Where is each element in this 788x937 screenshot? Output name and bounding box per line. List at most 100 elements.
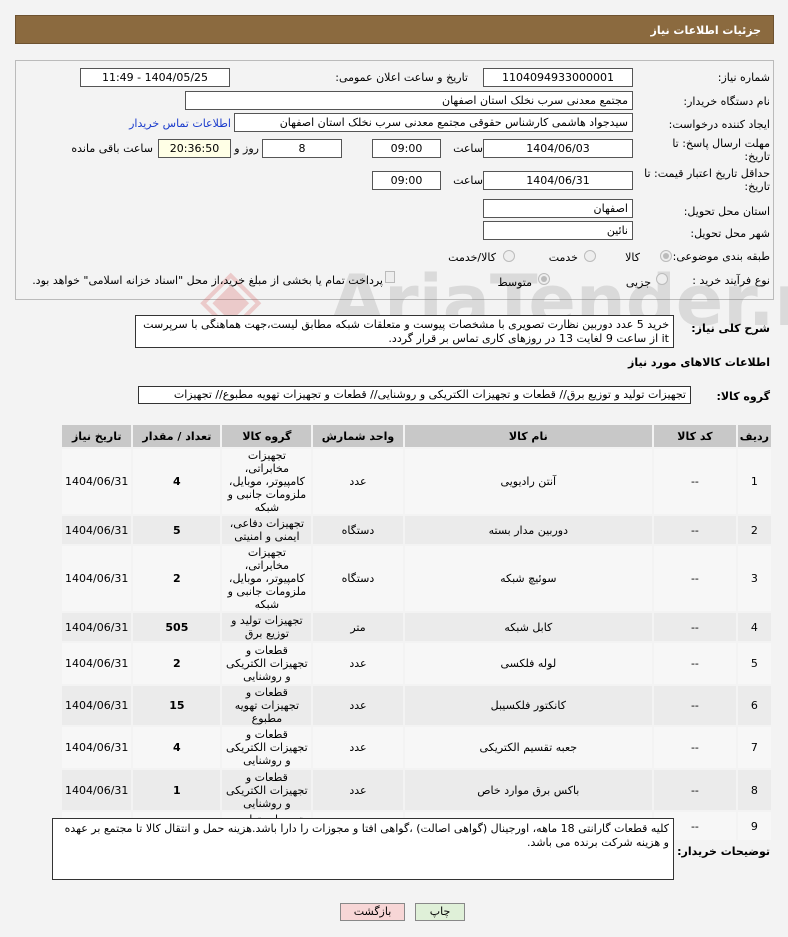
announce-label: تاریخ و ساعت اعلان عمومی:: [335, 71, 468, 84]
province-label: استان محل تحویل:: [683, 205, 770, 218]
print-button[interactable]: چاپ: [415, 903, 465, 921]
need-number-label: شماره نیاز:: [717, 71, 770, 84]
quantity-cell: 4: [133, 727, 221, 768]
page-header: جزئیات اطلاعات نیاز: [15, 15, 774, 44]
item-code-cell: --: [654, 546, 736, 611]
back-button[interactable]: بازگشت: [340, 903, 405, 921]
table-row: 7 -- جعبه تقسیم الکتریکی عدد قطعات و تجهیزات…: [62, 727, 771, 768]
item-code-cell: --: [654, 727, 736, 768]
goods-section-title: اطلاعات کالاهای مورد نیاز: [628, 356, 770, 369]
item-name-cell: لوله فلکسی: [404, 643, 653, 684]
row-number-cell: 5: [737, 643, 771, 684]
category-radio-both[interactable]: [503, 250, 515, 262]
category-goods-label: کالا: [625, 251, 640, 264]
table-row: 4 -- کابل شبکه متر تجهیزات تولید و توزیع برق…: [62, 613, 771, 641]
need-date-cell: 1404/06/31: [62, 643, 132, 684]
goods-group-label: گروه کالا:: [716, 390, 770, 403]
deadline-date-field: 1404/06/03: [483, 139, 633, 158]
quantity-cell: 2: [133, 546, 221, 611]
need-date-cell: 1404/06/31: [62, 516, 132, 544]
creator-field: سیدجواد هاشمی کارشناس حقوقی مجتمع معدنی …: [234, 113, 633, 132]
goods-table: ردیف کد کالا نام کالا واحد شمارش گروه کالا تع…: [60, 423, 773, 842]
unit-cell: عدد: [313, 727, 403, 768]
table-row: 6 -- کانکتور فلکسیبل عدد قطعات و تجهیزات تهو…: [62, 686, 771, 725]
category-label: طبقه بندی موضوعی:: [672, 250, 770, 263]
summary-textarea[interactable]: خرید 5 عدد دوربین نظارت تصویری با مشخصات…: [135, 315, 674, 348]
summary-label: شرح کلی نیاز:: [691, 322, 770, 335]
need-date-cell: 1404/06/31: [62, 613, 132, 641]
unit-cell: عدد: [313, 449, 403, 514]
goods-group-field: تجهیزات تولید و توزیع برق// قطعات و تجهی…: [138, 386, 691, 404]
row-number-cell: 9: [737, 812, 771, 840]
category-radio-service[interactable]: [584, 250, 596, 262]
payment-checkbox[interactable]: [385, 271, 395, 283]
table-row: 2 -- دوربین مدار بسته دستگاه تجهیزات دفاعی، …: [62, 516, 771, 544]
table-header-row: ردیف کد کالا نام کالا واحد شمارش گروه کالا تع…: [62, 425, 771, 447]
days-label: روز و: [234, 142, 259, 155]
buyer-field: مجتمع معدنی سرب نخلک استان اصفهان: [185, 91, 633, 110]
table-row: 5 -- لوله فلکسی عدد قطعات و تجهیزات الکتریکی…: [62, 643, 771, 684]
deadline-time-field: 09:00: [372, 139, 441, 158]
remaining-label: ساعت باقی مانده: [71, 142, 153, 155]
column-header: نام کالا: [404, 425, 653, 447]
city-label: شهر محل تحویل:: [690, 227, 770, 240]
table-row: 1 -- آنتن رادیویی عدد تجهیزات مخابراتی، کامپ…: [62, 449, 771, 514]
days-field: 8: [262, 139, 342, 158]
process-medium-label: متوسط: [497, 276, 532, 289]
buyer-notes-textarea[interactable]: کلیه قطعات گارانتی 18 ماهه، اورجینال (گو…: [52, 818, 674, 880]
column-header: تعداد / مقدار: [133, 425, 221, 447]
item-name-cell: کانکتور فلکسیبل: [404, 686, 653, 725]
quantity-cell: 4: [133, 449, 221, 514]
table-row: 3 -- سوئیچ شبکه دستگاه تجهیزات مخابراتی، کام…: [62, 546, 771, 611]
unit-cell: عدد: [313, 643, 403, 684]
need-date-cell: 1404/06/31: [62, 770, 132, 810]
item-group-cell: قطعات و تجهیزات الکتریکی و روشنایی: [222, 727, 312, 768]
validity-date-field: 1404/06/31: [483, 171, 633, 190]
item-name-cell: کابل شبکه: [404, 613, 653, 641]
column-header: گروه کالا: [222, 425, 312, 447]
item-name-cell: دوربین مدار بسته: [404, 516, 653, 544]
need-date-cell: 1404/06/31: [62, 727, 132, 768]
unit-cell: دستگاه: [313, 516, 403, 544]
item-code-cell: --: [654, 613, 736, 641]
validity-time-label: ساعت: [453, 174, 483, 187]
need-date-cell: 1404/06/31: [62, 546, 132, 611]
row-number-cell: 6: [737, 686, 771, 725]
column-header: واحد شمارش: [313, 425, 403, 447]
category-radio-goods[interactable]: [660, 250, 672, 262]
process-radio-medium[interactable]: [538, 273, 550, 285]
unit-cell: دستگاه: [313, 546, 403, 611]
validity-label: حداقل تاریخ اعتبار قیمت: تا تاریخ:: [644, 167, 770, 193]
row-number-cell: 1: [737, 449, 771, 514]
announce-field: 1404/05/25 - 11:49: [80, 68, 230, 87]
table-row: 8 -- باکس برق موارد خاص عدد قطعات و تجهیزات …: [62, 770, 771, 810]
item-group-cell: تجهیزات مخابراتی، کامپیوتر، موبایل، ملزو…: [222, 546, 312, 611]
column-header: تاریخ نیاز: [62, 425, 132, 447]
row-number-cell: 4: [737, 613, 771, 641]
row-number-cell: 3: [737, 546, 771, 611]
buyer-label: نام دستگاه خریدار:: [683, 95, 770, 108]
buyer-notes-label: توضیحات خریدار:: [677, 845, 770, 858]
city-field: نائین: [483, 221, 633, 240]
quantity-cell: 505: [133, 613, 221, 641]
deadline-time-label: ساعت: [453, 142, 483, 155]
creator-label: ایجاد کننده درخواست:: [668, 118, 770, 131]
item-name-cell: جعبه تقسیم الکتریکی: [404, 727, 653, 768]
item-code-cell: --: [654, 643, 736, 684]
item-code-cell: --: [654, 770, 736, 810]
province-field: اصفهان: [483, 199, 633, 218]
validity-time-field: 09:00: [372, 171, 441, 190]
item-code-cell: --: [654, 449, 736, 514]
item-group-cell: قطعات و تجهیزات تهویه مطبوع: [222, 686, 312, 725]
process-radio-minor[interactable]: [656, 273, 668, 285]
buyer-contact-link[interactable]: اطلاعات تماس خریدار: [129, 117, 231, 130]
unit-cell: متر: [313, 613, 403, 641]
deadline-label: مهلت ارسال پاسخ: تا تاریخ:: [672, 137, 770, 163]
item-code-cell: --: [654, 686, 736, 725]
category-service-label: خدمت: [548, 251, 578, 264]
quantity-cell: 2: [133, 643, 221, 684]
item-name-cell: آنتن رادیویی: [404, 449, 653, 514]
quantity-cell: 5: [133, 516, 221, 544]
column-header: کد کالا: [654, 425, 736, 447]
category-both-label: کالا/خدمت: [448, 251, 496, 264]
